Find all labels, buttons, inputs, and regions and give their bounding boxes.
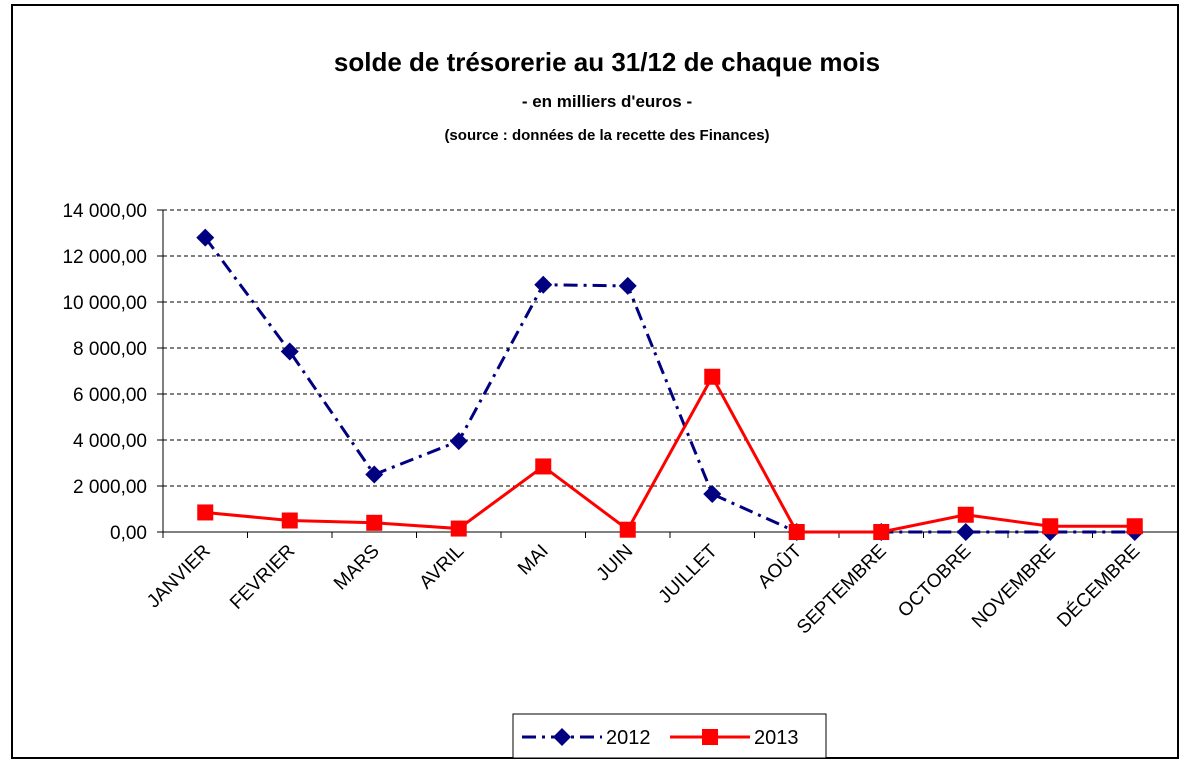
data-point: [956, 523, 975, 541]
data-point: [1126, 518, 1143, 535]
data-point: [873, 524, 890, 540]
data-point: [281, 512, 298, 529]
y-tick-label: 6 000,00: [73, 385, 147, 406]
data-point: [365, 465, 384, 484]
legend-marker: [553, 728, 571, 746]
data-point: [619, 521, 636, 538]
legend-marker: [702, 729, 718, 745]
y-tick-label: 2 000,00: [73, 477, 147, 498]
series-line: [205, 373, 1135, 534]
y-tick-label: 14 000,00: [62, 201, 147, 222]
series-line: [204, 236, 1135, 534]
y-tick-label: 8 000,00: [73, 339, 147, 360]
y-tick-label: 4 000,00: [73, 431, 147, 452]
data-point: [535, 458, 552, 475]
chart-frame: [11, 4, 1179, 759]
chart-title: solde de trésorerie au 31/12 de chaque m…: [334, 47, 880, 77]
data-point: [196, 228, 215, 247]
y-tick-label: 0,00: [110, 523, 147, 544]
data-point: [197, 504, 214, 521]
data-point: [366, 514, 383, 531]
y-tick-label: 12 000,00: [62, 247, 147, 268]
data-point: [957, 506, 974, 523]
data-point: [534, 275, 553, 294]
data-point: [449, 432, 468, 451]
y-tick-label: 10 000,00: [62, 293, 147, 314]
data-point: [1042, 518, 1059, 535]
data-point: [788, 524, 805, 540]
legend-label: 2012: [606, 727, 651, 749]
chart-subtitle: - en milliers d'euros -: [522, 92, 692, 111]
legend-label: 2013: [754, 727, 799, 749]
data-point: [280, 342, 299, 361]
data-point: [704, 368, 721, 385]
chart-source: (source : données de la recette des Fina…: [444, 127, 769, 144]
data-point: [703, 485, 722, 504]
data-point: [450, 520, 467, 537]
data-point: [618, 276, 637, 295]
